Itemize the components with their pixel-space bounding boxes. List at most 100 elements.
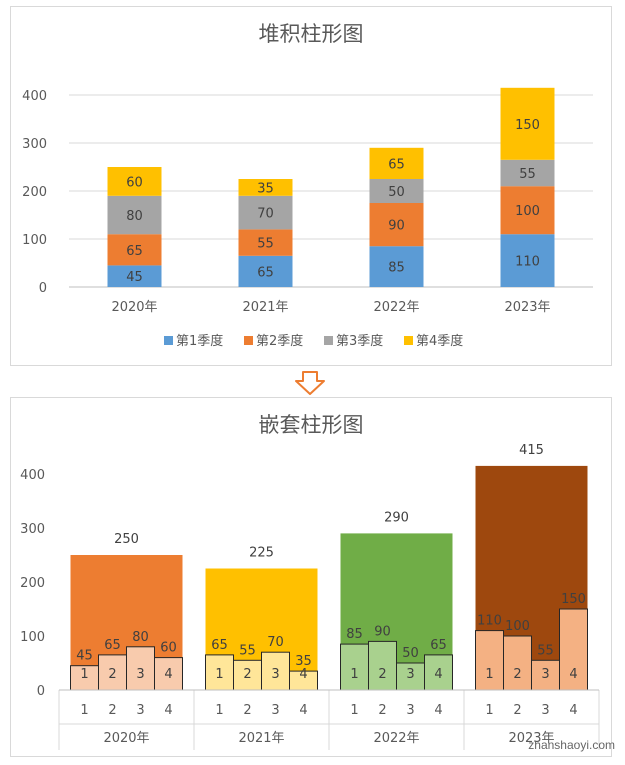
data-label: 65 <box>257 265 274 280</box>
quarter-bar <box>559 608 588 691</box>
bar-segment <box>107 234 162 266</box>
x-tick-label: 2022年 <box>373 300 419 315</box>
stacked-column-chart: 堆积柱形图 0 100 200 300 400 45 65 80 60 2020年 65 55 70 35… <box>22 22 593 349</box>
bar-segment <box>369 179 424 203</box>
nested-chart-panel: 嵌套柱形图 0 100 200 300 400 250 45 1 1 65 2 2 80 3 3 60 4 4 20… <box>10 397 612 757</box>
bar-segment <box>238 179 293 196</box>
data-label: 60 <box>126 175 143 190</box>
quarter-index-label: 2 <box>378 667 386 682</box>
x-sub-tick-label: 4 <box>299 703 307 718</box>
x-sub-tick-label: 2 <box>108 703 116 718</box>
x-tick-label: 2022年 <box>373 731 419 746</box>
quarter-bar <box>233 659 262 691</box>
quarter-index-label: 4 <box>569 667 577 682</box>
data-label: 45 <box>126 270 143 285</box>
x-tick-label: 2020年 <box>111 300 157 315</box>
y-tick-label: 200 <box>22 185 47 200</box>
quarter-value-label: 55 <box>239 643 256 658</box>
y-tick-label: 200 <box>20 576 45 591</box>
bar-segment <box>107 265 162 287</box>
legend-swatch <box>324 336 333 345</box>
data-label: 100 <box>515 204 540 219</box>
quarter-index-label: 3 <box>271 667 279 682</box>
x-sub-tick-label: 4 <box>434 703 442 718</box>
quarter-value-label: 55 <box>537 643 554 658</box>
quarter-value-label: 65 <box>104 638 121 653</box>
x-sub-tick-label: 1 <box>80 703 88 718</box>
x-tick-label: 2021年 <box>242 300 288 315</box>
x-tick-label: 2023年 <box>508 731 554 746</box>
data-label: 55 <box>519 167 536 182</box>
quarter-bar <box>205 654 234 691</box>
quarter-bar <box>531 659 560 691</box>
quarter-index-label: 4 <box>434 667 442 682</box>
quarter-index-label: 2 <box>108 667 116 682</box>
quarter-index-label: 1 <box>485 667 493 682</box>
bar-segment <box>369 246 424 287</box>
data-label: 70 <box>257 207 274 222</box>
x-sub-tick-label: 1 <box>350 703 358 718</box>
data-label: 50 <box>388 185 405 200</box>
quarter-value-label: 65 <box>211 638 228 653</box>
x-sub-tick-label: 1 <box>215 703 223 718</box>
quarter-value-label: 85 <box>346 627 363 642</box>
y-tick-label: 300 <box>22 137 47 152</box>
x-sub-tick-label: 1 <box>485 703 493 718</box>
quarter-bar <box>154 657 183 691</box>
data-label: 65 <box>126 244 143 259</box>
x-tick-label: 2023年 <box>504 300 550 315</box>
quarter-bar <box>126 646 155 691</box>
quarter-index-label: 3 <box>541 667 549 682</box>
x-sub-tick-label: 3 <box>406 703 414 718</box>
quarter-index-label: 4 <box>164 667 172 682</box>
legend-label: 第1季度 <box>176 333 223 349</box>
bar-segment <box>500 234 555 287</box>
x-sub-tick-label: 2 <box>378 703 386 718</box>
x-sub-tick-label: 3 <box>271 703 279 718</box>
data-label: 150 <box>515 118 540 133</box>
quarter-value-label: 50 <box>402 646 419 661</box>
bar-segment <box>500 87 555 160</box>
y-tick-label: 100 <box>22 233 47 248</box>
quarter-value-label: 100 <box>505 619 530 634</box>
y-tick-label: 300 <box>20 522 45 537</box>
quarter-value-label: 150 <box>561 592 586 607</box>
quarter-value-label: 110 <box>477 614 502 629</box>
quarter-index-label: 2 <box>513 667 521 682</box>
nested-column-chart: 嵌套柱形图 0100200300400250451165228033604420… <box>20 413 600 750</box>
quarter-value-label: 45 <box>76 649 93 664</box>
down-arrow-icon <box>293 370 327 396</box>
y-tick-label: 400 <box>20 468 45 483</box>
legend-label: 第2季度 <box>256 333 303 349</box>
x-sub-tick-label: 3 <box>541 703 549 718</box>
bar-segment <box>369 147 424 179</box>
x-tick-label: 2020年 <box>103 731 149 746</box>
data-label: 65 <box>388 157 405 172</box>
quarter-bar <box>368 640 397 691</box>
chart-title: 嵌套柱形图 <box>259 413 364 437</box>
quarter-value-label: 60 <box>160 641 177 656</box>
total-label: 290 <box>384 510 409 525</box>
legend-label: 第4季度 <box>416 333 463 349</box>
quarter-bar <box>424 654 453 691</box>
bar-segment <box>238 255 293 287</box>
y-tick-label: 400 <box>22 89 47 104</box>
legend-swatch <box>244 336 253 345</box>
bar-segment <box>500 159 555 187</box>
data-label: 90 <box>388 219 405 234</box>
quarter-value-label: 90 <box>374 624 391 639</box>
quarter-index-label: 4 <box>299 667 307 682</box>
data-label: 110 <box>515 255 540 270</box>
x-tick-label: 2021年 <box>238 731 284 746</box>
x-sub-tick-label: 2 <box>243 703 251 718</box>
y-tick-label: 0 <box>37 684 45 699</box>
bar-segment <box>107 195 162 235</box>
x-sub-tick-label: 4 <box>164 703 172 718</box>
total-label: 225 <box>249 546 274 561</box>
x-sub-tick-label: 3 <box>136 703 144 718</box>
data-label: 85 <box>388 261 405 276</box>
quarter-index-label: 1 <box>215 667 223 682</box>
quarter-index-label: 3 <box>136 667 144 682</box>
data-label: 35 <box>257 181 274 196</box>
total-label: 415 <box>519 443 544 458</box>
